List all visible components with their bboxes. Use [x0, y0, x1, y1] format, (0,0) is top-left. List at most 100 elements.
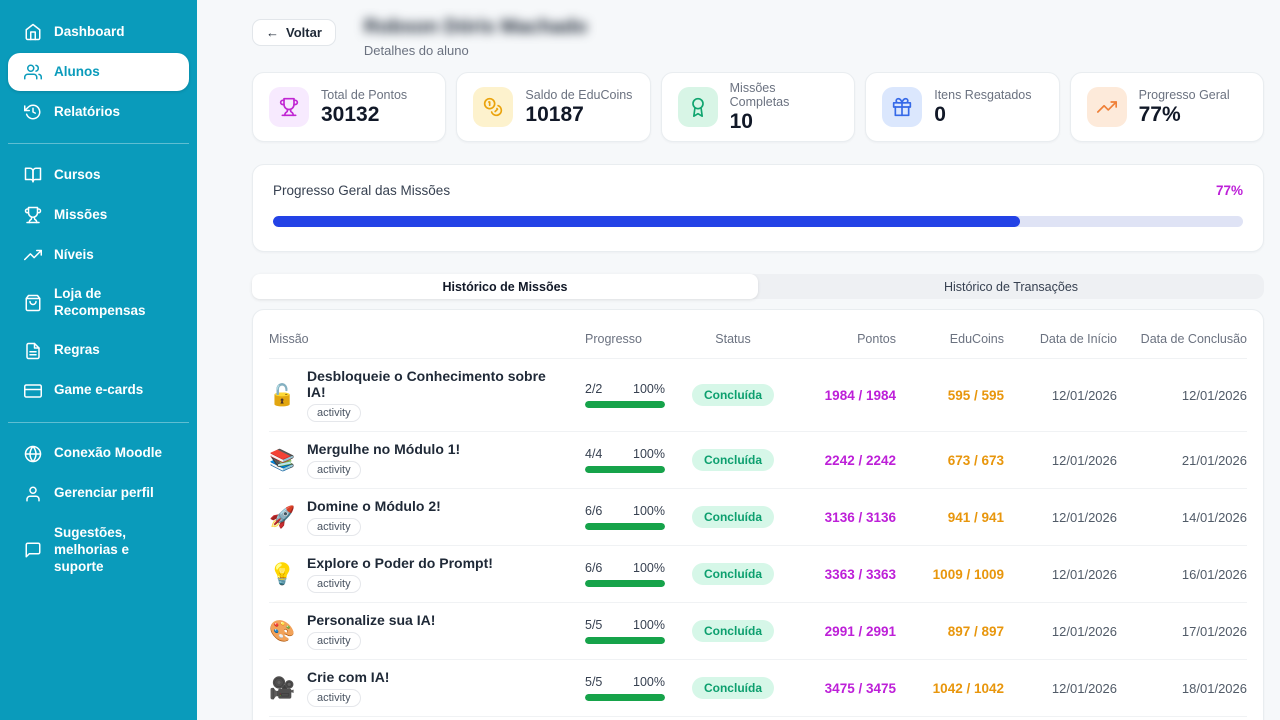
- sidebar-item-loja-de-recompensas[interactable]: Loja de Recompensas: [8, 276, 189, 330]
- column-header-progresso: Progresso: [585, 332, 642, 346]
- student-name-blurred: Robson Dóris Machado: [363, 16, 588, 38]
- missions-table-body: 🔓 Desbloqueie o Conhecimento sobre IA! act…: [269, 359, 1247, 717]
- sidebar-item-dashboard[interactable]: Dashboard: [8, 13, 189, 51]
- user-icon: [26, 486, 40, 502]
- sidebar-item-sugestoes-melhorias-e-suporte[interactable]: Sugestões, melhorias e suporte: [8, 515, 189, 586]
- mission-row-desbloqueie-o-conhecimento-sobre-ia: 🔓 Desbloqueie o Conhecimento sobre IA! act…: [269, 359, 1247, 432]
- sidebar-item-label: Cursos: [54, 166, 101, 182]
- mission-type-badge: activity: [307, 689, 361, 707]
- educoins-value: 595 / 595: [947, 387, 1004, 403]
- points-value: 3363 / 3363: [824, 566, 896, 582]
- mission-progress-cell: 5/5 100%: [585, 675, 665, 701]
- stat-card-saldo-de-educoins: Saldo de EduCoins 10187: [456, 72, 651, 142]
- mission-progress-cell: 6/6 100%: [585, 561, 665, 587]
- sidebar-item-missoes[interactable]: Missões: [8, 196, 189, 234]
- start-date: 12/01/2026: [1051, 452, 1117, 468]
- column-header-missao: Missão: [269, 332, 309, 346]
- mission-progress-cell: 5/5 100%: [585, 618, 665, 644]
- progress-percent: 100%: [633, 382, 665, 396]
- start-date: 12/01/2026: [1051, 623, 1117, 639]
- stat-label: Missões Completas: [729, 80, 790, 109]
- end-date: 21/01/2026: [1181, 452, 1247, 468]
- file-text-icon: [26, 342, 40, 359]
- overall-progress-percent: 77%: [1215, 183, 1243, 198]
- stat-value: 77%: [1138, 102, 1181, 126]
- back-button[interactable]: ← Voltar: [252, 19, 336, 46]
- stat-icon-wrap: [269, 87, 309, 127]
- book-open-icon: [24, 167, 42, 183]
- sidebar-item-label: Game e-cards: [54, 382, 144, 398]
- stat-label: Total de Pontos: [321, 87, 408, 102]
- gift-icon: [893, 97, 912, 117]
- sidebar-item-label: Missões: [54, 206, 108, 222]
- progress-count: 4/4: [585, 447, 603, 461]
- sidebar-item-gerenciar-perfil[interactable]: Gerenciar perfil: [8, 475, 189, 513]
- end-date: 17/01/2026: [1181, 623, 1247, 639]
- progress-percent: 100%: [633, 618, 665, 632]
- tab-historico-transacoes[interactable]: Histórico de Transações: [943, 279, 1079, 294]
- trophy-icon: [24, 206, 42, 224]
- mission-progress-fill: [585, 523, 665, 530]
- sidebar-item-niveis[interactable]: Níveis: [8, 236, 189, 274]
- mission-type-badge: activity: [307, 518, 361, 536]
- sidebar-item-label: Alunos: [54, 63, 100, 79]
- mission-progress-cell: 6/6 100%: [585, 504, 665, 530]
- coins-icon: [484, 97, 503, 117]
- status-badge: Concluída: [691, 677, 774, 699]
- sidebar-item-label: Gerenciar perfil: [54, 485, 154, 501]
- mission-emoji-icon: 📚: [269, 448, 296, 472]
- mission-progress-fill: [585, 580, 665, 587]
- stat-icon-wrap: [1086, 87, 1127, 127]
- stat-card-progresso-geral: Progresso Geral 77%: [1069, 72, 1265, 142]
- mission-progress-track: [585, 523, 665, 530]
- mission-title: Crie com IA!: [307, 669, 390, 685]
- missions-table-card: Missão Progresso Status Pontos EduCoins Data …: [252, 309, 1264, 720]
- mission-progress-track: [585, 401, 665, 408]
- start-date: 12/01/2026: [1051, 509, 1117, 525]
- end-date: 16/01/2026: [1181, 566, 1247, 582]
- stats-row: Total de Pontos 30132 Saldo de EduCoins 101…: [252, 72, 1265, 142]
- column-header-educoins: EduCoins: [949, 332, 1004, 346]
- message-square-icon: [25, 542, 41, 558]
- history-icon: [24, 104, 41, 120]
- status-badge: Concluída: [691, 563, 774, 585]
- mission-title: Domine o Módulo 2!: [307, 498, 441, 514]
- mission-emoji-icon: 🎨: [269, 619, 296, 643]
- points-value: 2242 / 2242: [824, 452, 896, 468]
- mission-progress-track: [585, 580, 665, 587]
- points-value: 3475 / 3475: [824, 680, 896, 696]
- mission-progress-track: [585, 694, 665, 701]
- overall-progress-card: Progresso Geral das Missões 77%: [252, 164, 1264, 252]
- sidebar-item-conexao-moodle[interactable]: Conexão Moodle: [8, 435, 189, 473]
- mission-type-badge: activity: [307, 632, 361, 650]
- column-header-pontos: Pontos: [857, 332, 896, 346]
- sidebar-divider: [8, 421, 189, 423]
- mission-progress-cell: 4/4 100%: [585, 447, 665, 473]
- history-tabs: Histórico de Missões Histórico de Transa…: [252, 274, 1264, 299]
- mission-title: Mergulhe no Módulo 1!: [307, 441, 461, 457]
- trending-up-icon: [24, 249, 42, 261]
- shopping-bag-icon: [25, 294, 41, 312]
- sidebar-item-alunos[interactable]: Alunos: [8, 53, 189, 91]
- educoins-value: 1009 / 1009: [932, 566, 1004, 582]
- mission-emoji-icon: 🚀: [269, 505, 296, 529]
- sidebar-item-label: Relatórios: [54, 103, 121, 119]
- sidebar-item-label: Conexão Moodle: [54, 445, 163, 461]
- sidebar-item-game-e-cards[interactable]: Game e-cards: [8, 372, 189, 410]
- sidebar-item-cursos[interactable]: Cursos: [8, 156, 189, 194]
- sidebar-item-relatorios[interactable]: Relatórios: [8, 93, 189, 131]
- sidebar-item-regras[interactable]: Regras: [8, 332, 189, 370]
- tab-historico-missoes[interactable]: Histórico de Missões: [252, 274, 758, 299]
- overall-progress-track: [273, 216, 1243, 227]
- sidebar-item-label: Dashboard: [54, 23, 125, 39]
- stat-value: 30132: [321, 102, 380, 126]
- mission-row-domine-o-modulo-2: 🚀 Domine o Módulo 2! activity 6/6 100% Conclu…: [269, 489, 1247, 546]
- page-header: ← Voltar Robson Dóris Machado Detalhes d…: [252, 16, 1264, 58]
- mission-emoji-icon: 💡: [269, 562, 296, 586]
- overall-progress-fill: [273, 216, 1020, 227]
- points-value: 2991 / 2991: [824, 623, 896, 639]
- mission-progress-fill: [585, 401, 665, 408]
- stat-value: 10187: [525, 102, 584, 126]
- start-date: 12/01/2026: [1051, 387, 1117, 403]
- progress-count: 5/5: [585, 618, 603, 632]
